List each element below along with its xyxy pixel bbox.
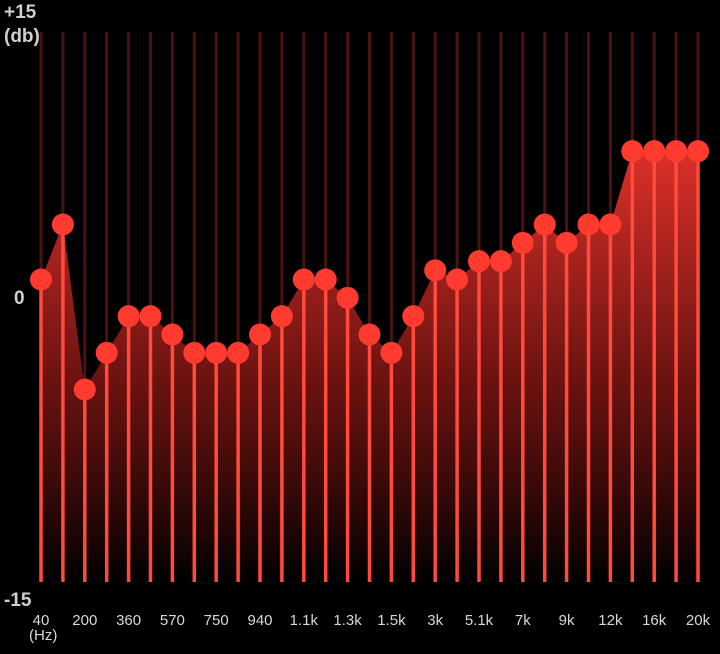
band-slider-handle[interactable] [117, 305, 140, 328]
band-slider-handle[interactable] [380, 341, 403, 364]
band-slider-handle[interactable] [468, 250, 490, 273]
y-axis-zero-label: 0 [14, 288, 25, 309]
band-slider-handle[interactable] [227, 341, 250, 364]
band-slider-handle[interactable] [621, 140, 644, 163]
frequency-labels: 40 200 360 570 750 940 1.1k 1.3k 1.5k 3k 5.1k 7k 9k 1… [33, 612, 711, 629]
band-slider-handle[interactable] [533, 213, 556, 236]
band-slider-handle[interactable] [424, 259, 447, 282]
frequency-label: 1.1k [290, 612, 319, 629]
frequency-label: 570 [160, 612, 185, 629]
frequency-label: 9k [559, 612, 575, 629]
band-slider-handle[interactable] [599, 213, 622, 236]
frequency-label: 360 [116, 612, 141, 629]
band-slider-handle[interactable] [665, 140, 688, 163]
band-slider-handle[interactable] [402, 305, 425, 328]
band-slider-handle[interactable] [358, 323, 381, 346]
band-slider-handle[interactable] [139, 305, 162, 328]
band-tracks-upper [39, 32, 700, 390]
band-slider-handle[interactable] [30, 268, 52, 291]
band-slider-handle[interactable] [51, 213, 74, 236]
band-slider-handle[interactable] [446, 268, 469, 291]
band-slider-handle[interactable] [643, 140, 666, 163]
band-slider-handle[interactable] [73, 378, 96, 401]
frequency-label: 12k [598, 612, 623, 629]
frequency-label: 5.1k [465, 612, 494, 629]
band-slider-handle[interactable] [687, 140, 709, 163]
band-tracks-lower [39, 151, 700, 582]
band-slider-handle[interactable] [336, 286, 359, 309]
band-slider-handle[interactable] [489, 250, 512, 273]
band-slider-handle[interactable] [511, 231, 534, 254]
frequency-label: 3k [427, 612, 443, 629]
band-slider-handle[interactable] [95, 341, 118, 364]
band-slider-handle[interactable] [205, 341, 228, 364]
frequency-label: 7k [515, 612, 531, 629]
frequency-label: 20k [686, 612, 711, 629]
band-slider-handle[interactable] [577, 213, 600, 236]
y-axis-unit-label: (db) [4, 26, 40, 47]
y-axis-max-label: +15 [4, 2, 37, 23]
band-slider-handle[interactable] [183, 341, 206, 364]
frequency-label: 940 [247, 612, 272, 629]
band-slider-handle[interactable] [161, 323, 184, 346]
frequency-label: 16k [642, 612, 667, 629]
band-slider-handle[interactable] [292, 268, 315, 291]
x-axis-unit-label: (Hz) [29, 627, 58, 644]
band-slider-handle[interactable] [555, 231, 578, 254]
frequency-label: 1.5k [377, 612, 406, 629]
frequency-label: 750 [204, 612, 229, 629]
frequency-label: 40 [33, 612, 50, 629]
frequency-label: 1.3k [333, 612, 362, 629]
band-slider-handle[interactable] [270, 305, 293, 328]
band-slider-handle[interactable] [314, 268, 337, 291]
frequency-label: 200 [72, 612, 97, 629]
band-slider-handles[interactable] [30, 140, 709, 401]
y-axis-min-label: -15 [4, 590, 32, 611]
band-slider-handle[interactable] [249, 323, 271, 346]
